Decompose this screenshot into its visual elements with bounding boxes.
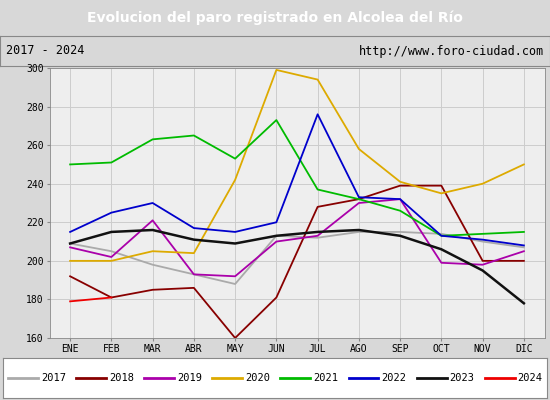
Text: 2021: 2021 (313, 373, 338, 383)
Text: 2024: 2024 (518, 373, 542, 383)
Text: 2022: 2022 (381, 373, 406, 383)
Text: 2019: 2019 (177, 373, 202, 383)
Text: 2020: 2020 (245, 373, 270, 383)
Text: 2018: 2018 (109, 373, 134, 383)
Text: Evolucion del paro registrado en Alcolea del Río: Evolucion del paro registrado en Alcolea… (87, 11, 463, 25)
Text: 2023: 2023 (449, 373, 474, 383)
Text: 2017: 2017 (41, 373, 66, 383)
Text: http://www.foro-ciudad.com: http://www.foro-ciudad.com (359, 44, 544, 58)
Text: 2017 - 2024: 2017 - 2024 (6, 44, 84, 58)
